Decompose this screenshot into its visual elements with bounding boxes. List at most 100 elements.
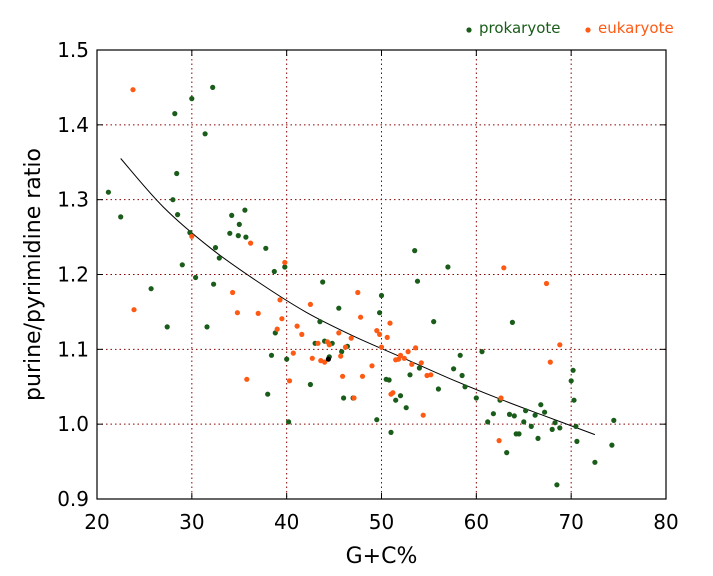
point-prokaryote [204, 324, 210, 330]
point-prokaryote [378, 292, 385, 299]
point-prokaryote [393, 397, 399, 403]
point-eukaryote [315, 340, 321, 346]
point-eukaryote [286, 378, 293, 384]
point-prokaryote [236, 221, 242, 227]
point-prokaryote [549, 426, 555, 432]
point-eukaryote [290, 350, 296, 356]
x-tick-label: 50 [369, 510, 394, 534]
y-tick-label: 1.1 [57, 337, 89, 361]
point-eukaryote [428, 372, 434, 378]
point-eukaryote [496, 438, 502, 444]
point-eukaryote [390, 390, 396, 396]
point-prokaryote [374, 417, 380, 423]
x-tick-label: 20 [84, 510, 109, 534]
point-eukaryote [501, 265, 507, 271]
point-eukaryote [401, 355, 407, 361]
point-prokaryote [271, 268, 277, 275]
point-eukaryote [384, 334, 390, 340]
point-eukaryote [244, 376, 250, 382]
point-prokaryote [554, 482, 560, 488]
point-prokaryote [263, 245, 269, 251]
point-prokaryote [557, 425, 563, 431]
point-eukaryote [248, 240, 254, 246]
x-tick-label: 30 [179, 510, 204, 534]
point-eukaryote [189, 233, 195, 239]
point-eukaryote [336, 330, 342, 336]
point-prokaryote [317, 319, 323, 325]
point-eukaryote [397, 352, 404, 358]
point-eukaryote [326, 342, 332, 348]
point-prokaryote [286, 419, 292, 425]
point-prokaryote [431, 319, 437, 325]
point-prokaryote [179, 262, 185, 268]
y-tick-label: 1.2 [57, 263, 89, 287]
point-eukaryote [369, 363, 375, 369]
point-prokaryote [202, 131, 208, 137]
point-prokaryote [490, 411, 496, 417]
y-tick-label: 1.0 [57, 412, 89, 436]
x-tick-label: 70 [558, 510, 583, 534]
point-eukaryote [299, 331, 305, 337]
point-prokaryote [336, 305, 342, 311]
point-prokaryote [243, 234, 249, 240]
point-eukaryote [340, 373, 346, 379]
point-eukaryote [557, 342, 563, 348]
point-prokaryote [242, 207, 248, 213]
legend: prokaryote eukaryote [466, 19, 674, 37]
point-prokaryote [506, 411, 513, 417]
point-eukaryote [355, 289, 361, 296]
point-prokaryote [172, 111, 178, 117]
point-eukaryote [130, 87, 136, 93]
point-prokaryote [175, 212, 181, 218]
point-prokaryote [265, 391, 271, 397]
point-prokaryote [414, 278, 421, 284]
point-eukaryote [255, 310, 261, 316]
point-prokaryote [412, 248, 418, 254]
point-eukaryote [307, 301, 313, 307]
point-prokaryote [609, 442, 615, 448]
y-tick-label: 1.4 [57, 113, 89, 137]
point-eukaryote [359, 373, 366, 379]
point-prokaryote [341, 395, 347, 401]
point-eukaryote [387, 320, 393, 326]
point-prokaryote [320, 279, 326, 285]
point-prokaryote [388, 429, 394, 435]
point-prokaryote [523, 408, 529, 414]
point-prokaryote [473, 395, 479, 401]
point-eukaryote [230, 289, 236, 296]
grid-lines [97, 50, 666, 499]
axis-ticks: 20 30 40 50 60 70 80 0.9 1.0 1.1 1.2 1.3 1.4 1.5 [57, 38, 679, 534]
point-eukaryote [338, 353, 344, 359]
point-prokaryote [386, 377, 392, 383]
point-eukaryote [405, 349, 411, 355]
point-eukaryote [351, 395, 357, 401]
point-prokaryote [407, 372, 413, 378]
point-eukaryote [409, 361, 415, 367]
point-prokaryote [416, 365, 422, 371]
point-eukaryote [498, 395, 504, 401]
data-points [105, 84, 617, 488]
point-prokaryote [538, 402, 544, 408]
point-eukaryote [377, 331, 383, 337]
point-highlight [325, 356, 331, 362]
y-tick-label: 0.9 [57, 487, 89, 511]
x-tick-label: 80 [653, 510, 678, 534]
point-prokaryote [105, 189, 111, 195]
point-prokaryote [435, 386, 441, 392]
point-prokaryote [509, 319, 515, 325]
point-prokaryote [445, 264, 451, 270]
point-prokaryote [504, 450, 510, 456]
point-eukaryote [234, 310, 240, 316]
point-prokaryote [573, 423, 579, 429]
point-eukaryote [348, 335, 354, 341]
point-eukaryote [294, 323, 300, 329]
point-eukaryote [282, 259, 288, 266]
point-eukaryote [547, 359, 553, 365]
point-eukaryote [309, 355, 315, 361]
point-prokaryote [164, 324, 170, 330]
point-prokaryote [193, 274, 199, 281]
point-prokaryote [479, 349, 485, 355]
x-axis-title: G+C% [346, 544, 418, 569]
point-prokaryote [235, 233, 241, 239]
point-eukaryote [413, 345, 419, 351]
